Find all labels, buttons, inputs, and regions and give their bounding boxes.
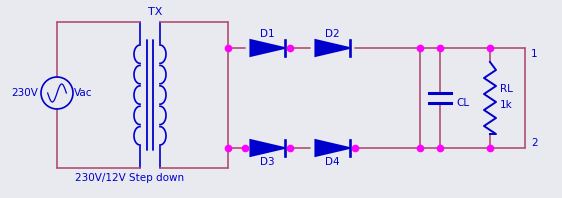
Text: 1: 1: [531, 49, 538, 59]
Polygon shape: [251, 40, 284, 56]
Polygon shape: [315, 140, 350, 156]
Text: 230V: 230V: [12, 88, 38, 98]
Text: 230V/12V Step down: 230V/12V Step down: [75, 173, 184, 183]
Text: D4: D4: [325, 157, 340, 167]
Text: RL: RL: [500, 84, 513, 94]
Text: D1: D1: [260, 29, 275, 39]
Text: TX: TX: [148, 7, 162, 17]
Text: D3: D3: [260, 157, 275, 167]
Text: CL: CL: [456, 98, 469, 108]
Text: D2: D2: [325, 29, 340, 39]
Polygon shape: [315, 40, 350, 56]
Polygon shape: [251, 140, 284, 156]
Text: 1k: 1k: [500, 100, 513, 110]
Text: Vac: Vac: [74, 88, 92, 98]
Text: 2: 2: [531, 138, 538, 148]
